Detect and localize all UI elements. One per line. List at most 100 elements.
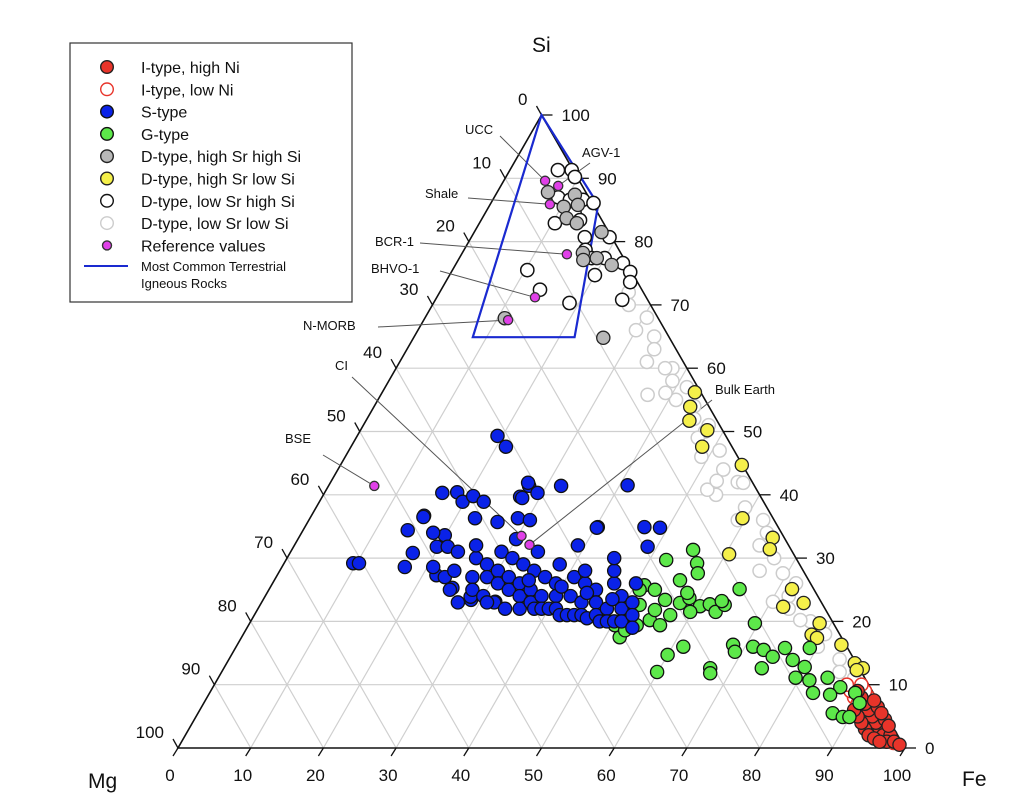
point-s-type (577, 563, 593, 579)
legend-label: Igneous Rocks (141, 276, 227, 291)
mg-tick (172, 738, 179, 749)
point-reference-values (369, 480, 380, 492)
legend-marker (99, 82, 114, 97)
annotation-label: CI (335, 358, 348, 373)
legend-label: Most Common Terrestrial (141, 259, 286, 274)
point-d-type-high-sr-low-si (735, 510, 750, 526)
fe-tick-label: 50 (524, 766, 543, 785)
axis-ticks: 1009080706050403020100010203040506070809… (136, 90, 935, 785)
mg-tick-label: 30 (400, 280, 419, 299)
grid-line-mg-30 (431, 304, 688, 749)
fe-tick-label: 0 (165, 766, 174, 785)
point-d-type-low-sr-low-si (775, 565, 791, 581)
legend-marker (99, 171, 114, 186)
grid-line-fe-30 (395, 304, 652, 749)
leader-line (529, 399, 713, 546)
grid-line-fe-60 (613, 494, 761, 749)
annotation-label: AGV-1 (582, 145, 620, 160)
annotation-leader-lines (322, 135, 713, 546)
point-g-type (842, 709, 857, 725)
point-g-type (660, 647, 675, 663)
point-g-type (647, 582, 663, 598)
mg-tick (354, 422, 361, 432)
grid-line-mg-80 (250, 621, 324, 749)
mg-tick (390, 358, 397, 369)
si-tick-label: 70 (671, 296, 690, 315)
si-tick-label: 10 (889, 676, 908, 695)
legend-box (69, 42, 353, 303)
leader-line (351, 376, 522, 537)
point-s-type (351, 555, 367, 571)
point-s-type (497, 601, 513, 616)
point-s-type (652, 520, 668, 535)
si-tick-label: 40 (780, 486, 799, 505)
legend-marker (99, 193, 114, 208)
legend-label: D-type, high Sr low Si (141, 172, 295, 189)
annotation-label: UCC (465, 122, 493, 137)
mg-tick (499, 168, 506, 179)
point-d-type-low-sr-high-si (519, 262, 535, 278)
point-s-type (467, 510, 483, 526)
point-reference-values (502, 314, 514, 326)
point-g-type (797, 659, 812, 675)
point-g-type (732, 581, 747, 597)
si-tick-label: 100 (562, 106, 590, 125)
mg-tick (317, 485, 324, 496)
point-s-type (614, 614, 629, 629)
point-g-type (747, 616, 763, 631)
leader-line (322, 454, 375, 487)
point-s-type (505, 550, 520, 566)
point-g-type (833, 679, 848, 695)
fe-tick-label: 20 (306, 766, 325, 785)
point-s-type (637, 519, 652, 535)
point-g-type (822, 687, 838, 703)
point-d-type-low-sr-high-si (567, 169, 583, 185)
point-d-type-high-sr-high-si (570, 197, 586, 213)
fe-tick-label: 80 (742, 766, 761, 785)
fe-tick (535, 747, 543, 757)
point-s-type (425, 525, 441, 541)
point-d-type-high-sr-low-si (682, 399, 698, 415)
legend-label: S-type (141, 105, 187, 122)
point-d-type-high-sr-low-si (721, 547, 737, 562)
point-i-type-high-ni (866, 693, 882, 708)
fe-tick (390, 747, 397, 757)
point-g-type (714, 593, 730, 609)
legend-marker (99, 104, 114, 119)
annotations: UCC AGV-1 Shale BCR-1 BHVO-1 N-MORB CI Bulk Ear… (285, 122, 775, 446)
point-reference-values (524, 539, 535, 551)
mg-tick-label: 0 (518, 90, 527, 109)
point-g-type (662, 607, 678, 623)
point-g-type (852, 695, 867, 711)
leader-line (419, 242, 567, 255)
mg-tick-label: 40 (363, 343, 382, 362)
point-s-type (537, 569, 553, 585)
point-s-type (435, 485, 450, 501)
vertex-label-si: Si (532, 34, 551, 57)
point-i-type-high-ni (881, 718, 896, 734)
point-s-type (521, 573, 537, 588)
point-s-type (416, 509, 431, 525)
point-d-type-low-sr-low-si (640, 387, 655, 403)
point-d-type-low-sr-low-si (668, 392, 684, 408)
fe-tick-label: 30 (379, 766, 398, 785)
point-d-type-high-sr-low-si (775, 599, 791, 615)
fe-tick (681, 747, 688, 757)
point-s-type (450, 544, 466, 560)
point-d-type-high-sr-low-si (734, 457, 750, 473)
point-s-type (589, 520, 605, 535)
point-g-type (785, 652, 800, 668)
point-s-type (465, 569, 480, 585)
point-s-type (640, 539, 655, 554)
legend-marker (99, 149, 114, 164)
grid-line-mg-60 (322, 494, 470, 749)
point-d-type-low-sr-low-si (832, 652, 847, 667)
point-d-type-high-sr-low-si (834, 637, 849, 653)
point-reference-values (561, 249, 573, 260)
point-s-type (498, 439, 514, 454)
point-s-type (479, 569, 495, 585)
point-d-type-low-sr-high-si (614, 292, 630, 308)
point-s-type (552, 557, 567, 572)
point-g-type (802, 640, 818, 656)
